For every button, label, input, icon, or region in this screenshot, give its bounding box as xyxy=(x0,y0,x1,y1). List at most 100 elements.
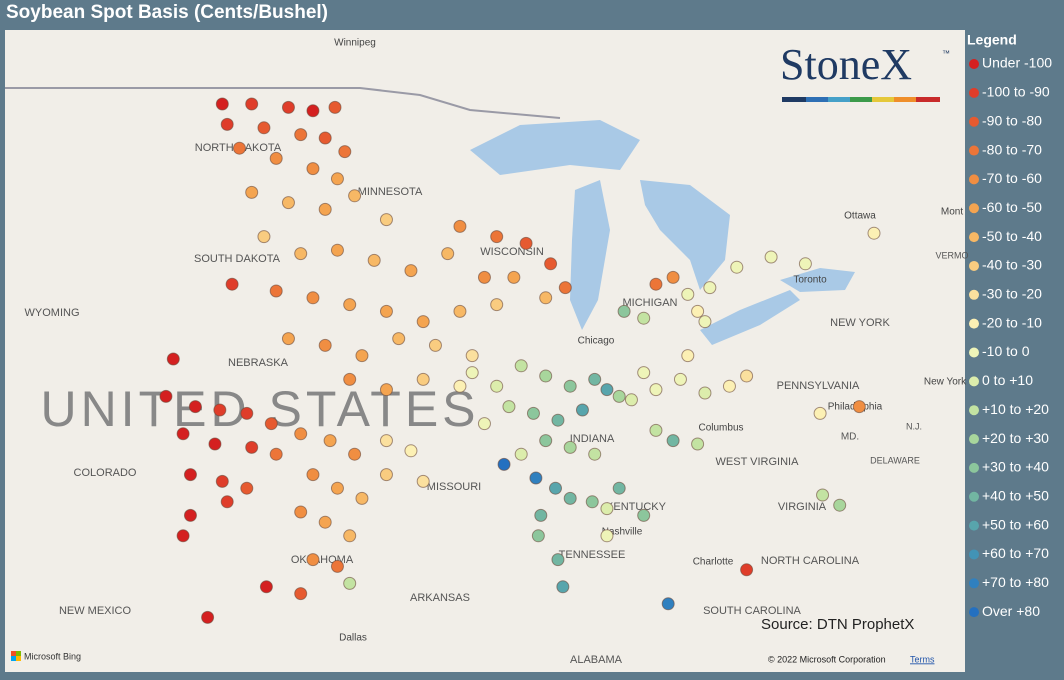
basis-dot xyxy=(269,284,283,298)
copyright: © 2022 Microsoft Corporation xyxy=(768,654,886,664)
basis-dot xyxy=(183,468,197,482)
basis-dot xyxy=(649,277,663,291)
basis-dot xyxy=(539,434,553,448)
basis-dot xyxy=(328,100,342,114)
bing-logo xyxy=(16,656,21,661)
basis-dot xyxy=(514,447,528,461)
legend-label: +50 to +60 xyxy=(982,516,1049,532)
lake-michigan xyxy=(570,180,610,330)
place-label: Chicago xyxy=(578,336,615,347)
basis-dot xyxy=(764,250,778,264)
title: Soybean Spot Basis (Cents/Bushel) xyxy=(6,2,328,23)
place-label: New York xyxy=(924,377,967,388)
basis-dot xyxy=(558,281,572,295)
basis-dot xyxy=(245,440,259,454)
basis-dot xyxy=(740,563,754,577)
border xyxy=(5,87,561,119)
basis-dot xyxy=(813,406,827,420)
legend-swatch xyxy=(969,376,979,387)
basis-dot xyxy=(404,264,418,278)
place-label: MINNESOTA xyxy=(358,186,423,198)
basis-dot xyxy=(232,141,246,155)
basis-dot xyxy=(281,332,295,346)
basis-dot xyxy=(323,434,337,448)
legend-swatch xyxy=(969,434,979,445)
logo-mark: ™ xyxy=(942,49,950,58)
basis-dot xyxy=(240,481,254,495)
basis-dot xyxy=(281,196,295,210)
legend-label: -30 to -20 xyxy=(982,286,1042,302)
basis-dot xyxy=(490,230,504,244)
basis-dot xyxy=(208,437,222,451)
lake-huron xyxy=(640,180,730,290)
basis-dot xyxy=(355,349,369,363)
legend-swatch xyxy=(969,607,979,618)
basis-dot xyxy=(379,434,393,448)
place-label: OKLAHOMA xyxy=(291,554,354,566)
legend-swatch xyxy=(969,59,979,69)
legend-swatch xyxy=(969,347,979,358)
place-label: COLORADO xyxy=(74,467,137,479)
legend-label: +40 to +50 xyxy=(982,487,1049,503)
basis-dot xyxy=(330,559,344,573)
legend-swatch xyxy=(969,578,979,589)
terms-link[interactable]: Terms xyxy=(910,654,935,664)
basis-dot xyxy=(852,400,866,414)
place-label: Toronto xyxy=(793,275,827,286)
logo-bar xyxy=(850,97,872,102)
basis-dot xyxy=(264,417,278,431)
bing-logo xyxy=(11,651,16,656)
basis-dot xyxy=(502,400,516,414)
place-label: N.J. xyxy=(906,421,922,431)
place-label: NEBRASKA xyxy=(228,357,289,369)
basis-dot xyxy=(531,529,545,543)
basis-dot xyxy=(490,298,504,312)
legend-label: +30 to +40 xyxy=(982,459,1049,475)
basis-dot xyxy=(588,447,602,461)
legend-label: -10 to 0 xyxy=(982,343,1030,359)
legend-label: -70 to -60 xyxy=(982,170,1042,186)
basis-dot xyxy=(166,352,180,366)
legend-swatch xyxy=(969,232,979,243)
basis-dot xyxy=(294,128,308,142)
basis-dot xyxy=(514,359,528,373)
place-label: Winnipeg xyxy=(334,38,376,49)
legend-label: -20 to -10 xyxy=(982,314,1042,330)
basis-dot xyxy=(637,311,651,325)
legend-label: -100 to -90 xyxy=(982,84,1050,100)
basis-dot xyxy=(649,383,663,397)
place-label: Mont xyxy=(941,207,963,218)
basis-dot xyxy=(240,406,254,420)
basis-dot xyxy=(259,580,273,594)
basis-dot xyxy=(691,437,705,451)
basis-dot xyxy=(306,468,320,482)
source: Source: DTN ProphetX xyxy=(761,616,914,633)
basis-dot xyxy=(330,172,344,186)
basis-dot xyxy=(507,270,521,284)
basis-dot xyxy=(465,366,479,380)
basis-dot xyxy=(666,434,680,448)
logo-bar xyxy=(782,97,806,102)
basis-dot xyxy=(539,369,553,383)
basis-dot xyxy=(585,495,599,509)
basis-dot xyxy=(318,131,332,145)
legend-swatch xyxy=(969,145,979,156)
basis-dot xyxy=(318,338,332,352)
legend-label: -40 to -30 xyxy=(982,257,1042,273)
place-label: MD. xyxy=(841,432,859,443)
place-label: ARKANSAS xyxy=(410,592,470,604)
lake-ontario xyxy=(780,268,855,292)
basis-dot xyxy=(551,553,565,567)
basis-dot xyxy=(722,379,736,393)
basis-dot xyxy=(379,383,393,397)
basis-dot xyxy=(306,553,320,567)
place-label: Nashville xyxy=(602,527,643,538)
basis-dot xyxy=(551,413,565,427)
basis-dot xyxy=(367,253,381,267)
basis-dot xyxy=(416,315,430,329)
place-label: INDIANA xyxy=(570,433,615,445)
basis-dot xyxy=(176,529,190,543)
basis-dot xyxy=(318,515,332,529)
